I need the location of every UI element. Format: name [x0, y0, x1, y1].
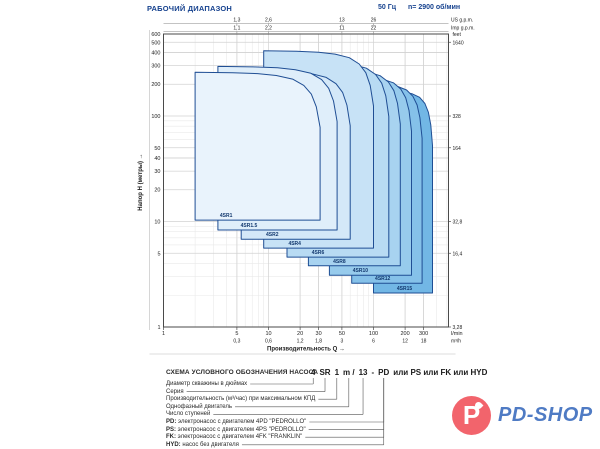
y-tick-label: 5 [157, 251, 160, 257]
us-gpm-tick-label: 1,3 [233, 18, 240, 24]
feet-tick-label: 16,4 [453, 251, 463, 257]
code-token: m / [343, 368, 355, 377]
designation-row: FK: электронасос с двигателем 4FK "FRANK… [166, 434, 303, 441]
imp-gpm-tick-label: 2,2 [265, 26, 272, 32]
y-tick-label: 30 [154, 169, 160, 175]
feet-unit-label: feet [453, 32, 462, 38]
logo-circle: P [452, 396, 491, 435]
logo-text: PD-SHOP [498, 404, 593, 426]
band-label: 4SR8 [333, 259, 346, 265]
designation-row: PS: электронасос с двигателем 4PS "PEDRO… [166, 426, 306, 433]
y-tick-label: 10 [154, 220, 160, 226]
band-label: 4SR2 [266, 232, 279, 238]
frequency-label: 50 Гц [378, 4, 397, 11]
x-unit-lmin: l/min [451, 331, 463, 337]
x-tick-label: 10 [265, 331, 271, 337]
x-tick-label-m3h: 18 [421, 339, 427, 345]
code-token: PD [378, 368, 390, 377]
us-gpm-tick-label: 2,6 [265, 18, 272, 24]
designation-row: PD: электронасос с двигателем 4PD "PEDRO… [166, 419, 307, 425]
code-token: 13 [358, 368, 368, 377]
imp-gpm-tick-label: 22 [371, 26, 377, 32]
band-4SR1 [194, 71, 321, 221]
designation-row: Диаметр скважины в дюймах [166, 381, 248, 387]
band-label: 4SR15 [397, 286, 413, 292]
header-conditions: 50 Гц n= 2900 об/мин [378, 4, 460, 11]
feet-tick-label: 164 [453, 146, 462, 152]
band-label: 4SR4 [288, 241, 301, 247]
feet-tick-label: 3,28 [453, 325, 463, 331]
y-tick-label: 40 [154, 156, 160, 162]
code-token: SR [319, 368, 331, 377]
pump-range-chart: 4SR1 4SR1.5 4SR2 4SR4 4SR6 4SR8 4SR10 4SR12 4SR1… [138, 18, 475, 355]
y-tick-label: 1 [157, 325, 160, 331]
x-axis-title: Производительность Q → [267, 347, 345, 353]
band-label: 4SR1.5 [241, 223, 258, 229]
x-tick-label: 300 [419, 331, 428, 337]
y-tick-label: 600 [151, 32, 160, 38]
x-tick-label: 20 [297, 331, 303, 337]
speed-label: n= 2900 об/мин [408, 4, 461, 11]
code-token: 4 [311, 368, 316, 377]
y-tick-label: 50 [154, 146, 160, 152]
x-unit-m3h: m³/h [451, 339, 461, 345]
pd-shop-logo: P PD-SHOP [452, 396, 593, 435]
designation-scheme: СХЕМА УСЛОВНОГО ОБОЗНАЧЕНИЯ НАСОСА 4 SR 1 m… [0, 364, 600, 449]
band-label: 4SR10 [353, 268, 369, 274]
code-token: - [371, 368, 375, 377]
y-tick-label: 500 [151, 40, 160, 46]
feet-tick-label: 32,8 [453, 220, 463, 226]
page-title: РАБОЧИЙ ДИАПАЗОН [147, 4, 233, 13]
designation-row: Серия [166, 388, 184, 395]
band-label: 4SR6 [312, 250, 325, 256]
x-tick-label-m3h: 6 [372, 339, 375, 345]
code-token: 1 [334, 368, 340, 377]
x-tick-label-m3h: 0,6 [265, 339, 272, 345]
designation-row: Производительность (м³/час) при максимал… [166, 396, 316, 403]
y-tick-label: 20 [154, 188, 160, 194]
y-tick-label: 100 [151, 114, 160, 120]
plot-border [163, 33, 449, 328]
connector-lines [186, 378, 385, 446]
us-gpm-tick-label: 26 [371, 18, 377, 24]
x-tick-label: 200 [401, 331, 410, 337]
x-tick-label-m3h: 1,2 [297, 339, 304, 345]
designation-code: 4 SR 1 m /13- PD или PS или FK или HYD [311, 368, 491, 377]
x-tick-label-m3h: 12 [402, 339, 408, 345]
x-tick-label-m3h: 3 [341, 339, 344, 345]
x-tick-label-m3h: 0,3 [233, 339, 240, 345]
us-gpm-tick-label: 13 [339, 18, 345, 24]
x-tick-label: 30 [316, 331, 322, 337]
x-tick-label: 100 [369, 331, 378, 337]
band-label: 4SR12 [375, 276, 391, 282]
x-tick-label: 50 [339, 331, 345, 337]
designation-row: Однофазный двигатель [166, 403, 233, 410]
y-tick-label: 400 [151, 50, 160, 56]
band-label: 4SR1 [220, 213, 233, 219]
x-tick-label-m3h: 1,8 [315, 339, 322, 345]
us-gpm-unit-label: US g.p.m. [451, 18, 473, 24]
designation-title: СХЕМА УСЛОВНОГО ОБОЗНАЧЕНИЯ НАСОСА [166, 369, 319, 376]
imp-gpm-tick-label: 1,1 [233, 26, 240, 32]
feet-tick-label: 328 [453, 114, 462, 120]
designation-row: Число ступеней [166, 411, 211, 418]
y-tick-label: 200 [151, 82, 160, 88]
feet-tick-label: 1640 [453, 40, 464, 46]
x-tick-label: 1 [162, 331, 165, 337]
imp-gpm-unit-label: Imp g.p.m. [451, 26, 475, 32]
y-tick-label: 300 [151, 64, 160, 70]
imp-gpm-tick-label: 11 [339, 26, 344, 32]
designation-row: HYD: насос без двигателя [166, 441, 239, 448]
code-token: или PS или FK или HYD [393, 368, 488, 377]
x-tick-label: 5 [235, 331, 238, 337]
y-axis-title: Напор H (метры) → [138, 153, 144, 210]
